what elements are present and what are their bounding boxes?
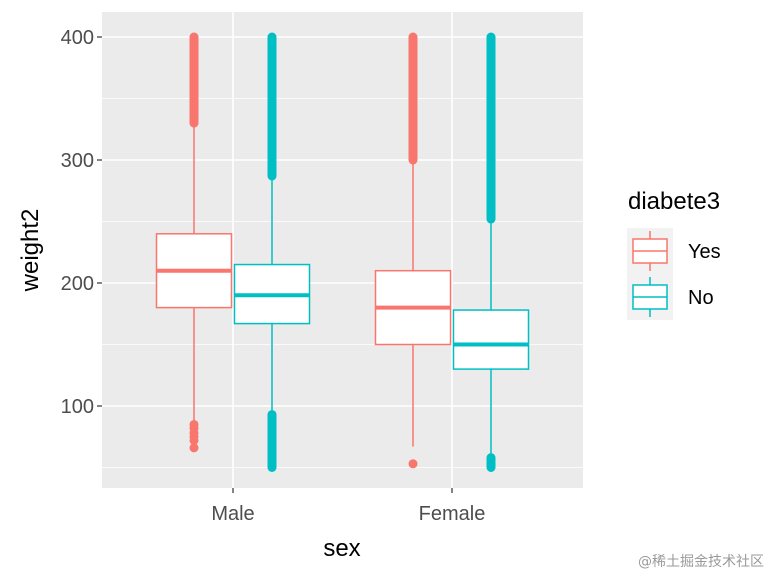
x-tick-label: Male — [211, 503, 254, 525]
legend-item-no: No — [627, 274, 714, 320]
outlier-point — [189, 443, 199, 453]
x-tick-label: Female — [419, 503, 486, 525]
box-layer — [155, 32, 530, 472]
box-no-male — [233, 32, 311, 472]
box-iqr — [452, 309, 530, 370]
x-axis-title: sex — [323, 535, 360, 562]
box-yes-male — [155, 32, 233, 453]
outlier-point — [408, 459, 418, 469]
outlier-point — [189, 419, 199, 429]
y-axis-title: weight2 — [17, 209, 44, 293]
legend-title: diabete3 — [628, 188, 720, 215]
legend-item-yes: Yes — [627, 228, 721, 274]
legend-label: No — [688, 287, 714, 309]
x-axis: Male Female — [211, 488, 485, 525]
grid-lines — [102, 12, 583, 488]
y-tick-label: 200 — [61, 273, 94, 295]
y-tick-label: 400 — [61, 27, 94, 49]
legend: diabete3 Yes No — [627, 188, 721, 320]
box-no-female — [452, 32, 530, 472]
y-axis: 100 200 300 400 — [61, 27, 102, 418]
watermark: @稀土掘金技术社区 — [638, 554, 764, 570]
legend-label: Yes — [688, 241, 721, 263]
box-yes-female — [374, 32, 452, 469]
y-tick-label: 300 — [61, 150, 94, 172]
y-tick-label: 100 — [61, 396, 94, 418]
